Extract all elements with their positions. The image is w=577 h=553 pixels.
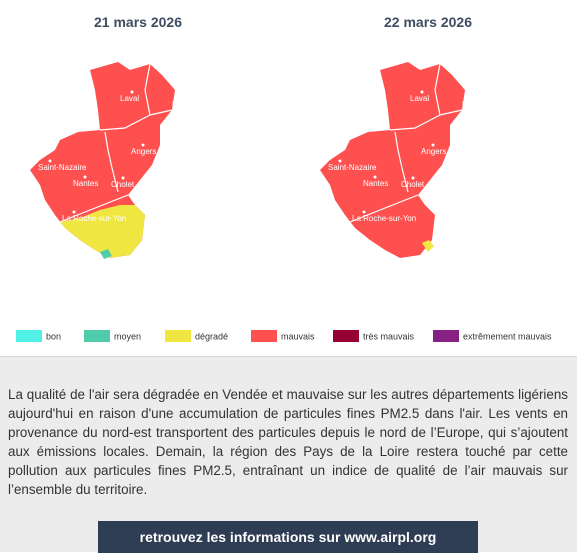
department-border: [99, 114, 151, 131]
legend-swatch: [333, 330, 359, 342]
legend-swatch: [165, 330, 191, 342]
info-panel: La qualité de l'air sera dégradée en Ven…: [0, 356, 577, 553]
department-border: [59, 194, 129, 223]
city-label: Laval: [410, 94, 429, 103]
legend-label: mauvais: [281, 331, 315, 341]
zone-degrade: [60, 205, 145, 258]
zone-moyen: [100, 249, 112, 259]
legend-swatch: [16, 330, 42, 342]
city-label: La Roche-sur-Yon: [352, 214, 416, 223]
city-label: Le Mans: [462, 100, 493, 109]
city-label: Nantes: [73, 179, 98, 188]
legend-label: très mauvais: [363, 331, 415, 341]
city-label: Nantes: [363, 179, 388, 188]
city-dot: [141, 143, 145, 147]
city-dot: [431, 143, 435, 147]
city-label: Cholet: [401, 180, 425, 189]
legend-label: dégradé: [195, 331, 228, 341]
city-dot: [373, 175, 377, 179]
legend-label: moyen: [114, 331, 141, 341]
city-label: Cholet: [111, 180, 135, 189]
department-border: [144, 63, 173, 116]
city-label: Saint-Nazaire: [38, 163, 87, 172]
city-label: Saint-Nazaire: [328, 163, 377, 172]
legend-swatch: [433, 330, 459, 342]
region: [320, 62, 465, 258]
legend-swatch: [84, 330, 110, 342]
city-dot: [48, 159, 52, 163]
legend-label: bon: [46, 331, 61, 341]
department-border: [434, 63, 463, 116]
city-dot: [420, 90, 424, 94]
department-border: [104, 131, 119, 193]
forecast-text: La qualité de l'air sera dégradée en Ven…: [8, 387, 568, 497]
map-date: 21 mars 2026: [94, 14, 182, 30]
city-dot: [121, 176, 125, 180]
city-dot: [362, 210, 366, 214]
city-label: Angers: [421, 147, 446, 156]
city-dot: [472, 96, 476, 100]
map-date: 22 mars 2026: [384, 14, 472, 30]
city-dot: [338, 159, 342, 163]
city-label: Angers: [131, 147, 156, 156]
city-dot: [182, 96, 186, 100]
city-dot: [411, 176, 415, 180]
legend-label: extrêmement mauvais: [463, 331, 552, 341]
city-label: Laval: [120, 94, 139, 103]
city-dot: [130, 90, 134, 94]
city-label: Le Mans: [172, 100, 203, 109]
city-dot: [83, 175, 87, 179]
department-border: [349, 194, 419, 223]
department-border: [394, 131, 409, 193]
legend-swatch: [251, 330, 277, 342]
maps: 21 mars 2026 Laval Le Mans Angers Saint-Naza…: [16, 14, 552, 342]
department-border: [389, 114, 441, 131]
city-dot: [72, 210, 76, 214]
city-label: La Roche-sur-Yon: [62, 214, 126, 223]
zone-degrade: [422, 240, 434, 252]
website-button[interactable]: retrouvez les informations sur www.airpl…: [98, 521, 478, 553]
